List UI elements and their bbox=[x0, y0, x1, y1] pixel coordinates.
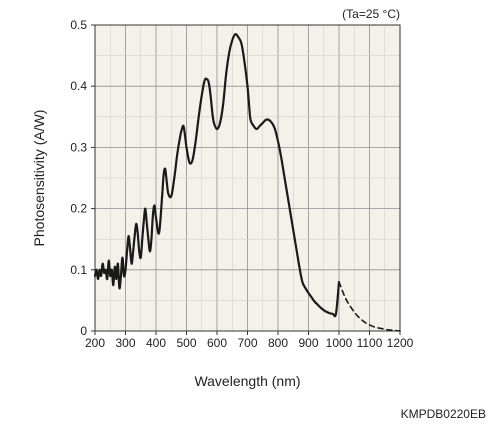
x-tick-label: 600 bbox=[207, 336, 227, 350]
x-tick-label: 400 bbox=[146, 336, 166, 350]
x-tick-label: 1100 bbox=[357, 336, 383, 350]
y-tick-label: 0.2 bbox=[70, 202, 87, 216]
condition-note: (Ta=25 °C) bbox=[342, 7, 400, 21]
y-tick-label: 0.5 bbox=[70, 18, 87, 32]
series-layer bbox=[93, 33, 401, 332]
x-tick-label: 900 bbox=[298, 336, 318, 350]
grid bbox=[94, 24, 401, 332]
y-tick-label: 0.1 bbox=[70, 263, 87, 277]
y-tick-label: 0 bbox=[80, 324, 87, 338]
x-axis-title: Wavelength (nm) bbox=[194, 373, 300, 389]
x-tick-label: 800 bbox=[268, 336, 288, 350]
series-line-dashed bbox=[338, 281, 401, 332]
x-tick-label: 1200 bbox=[387, 336, 414, 350]
series-line-solid bbox=[93, 33, 341, 318]
x-tick-label: 300 bbox=[115, 336, 135, 350]
x-tick-label: 1000 bbox=[326, 336, 353, 350]
document-code: KMPDB0220EB bbox=[401, 407, 486, 421]
x-tick-label: 200 bbox=[85, 336, 105, 350]
x-axis-ticks: 200 300 400 500 600 700 800 900 1000 1100 1200 bbox=[85, 331, 414, 350]
y-tick-label: 0.3 bbox=[70, 140, 87, 154]
y-axis-ticks: 0 0.1 0.2 0.3 0.4 0.5 bbox=[70, 18, 95, 338]
y-tick-label: 0.4 bbox=[70, 79, 87, 93]
x-tick-label: 500 bbox=[176, 336, 196, 350]
x-tick-label: 700 bbox=[237, 336, 257, 350]
y-axis-title: Photosensitivity (A/W) bbox=[31, 110, 47, 247]
